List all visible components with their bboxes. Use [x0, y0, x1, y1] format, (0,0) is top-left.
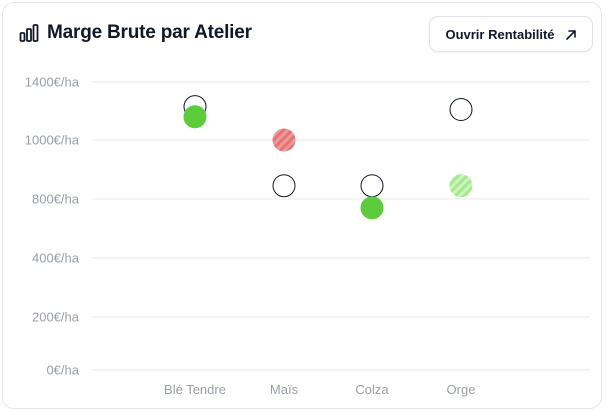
x-tick-label: Orge [447, 382, 476, 397]
outline-point [449, 98, 473, 122]
arrow-up-right-icon [565, 28, 577, 40]
chart-title: Marge Brute par Atelier [47, 22, 252, 43]
y-tick-label: 1400€/ha [25, 75, 80, 90]
chart-card: Marge Brute par Atelier Ouvrir Rentabili… [2, 2, 602, 409]
x-tick-label: Maïs [270, 382, 299, 397]
green-point [360, 196, 384, 220]
x-tick-label: Blé Tendre [164, 382, 226, 397]
green-point [183, 105, 207, 129]
hatched-green-point [449, 174, 473, 198]
open-rentabilite-button[interactable]: Ouvrir Rentabilité [429, 16, 593, 52]
points-layer [183, 95, 473, 220]
y-tick-label: 0€/ha [46, 363, 79, 378]
grid-layer [92, 81, 590, 371]
y-tick-label: 1000€/ha [25, 133, 80, 148]
outline-point [360, 174, 384, 198]
bar-chart-icon [19, 23, 39, 43]
outline-point [272, 174, 296, 198]
y-tick-label: 200€/ha [32, 310, 80, 325]
x-tick-label: Colza [355, 382, 389, 397]
chart-header: Marge Brute par Atelier [19, 22, 252, 44]
x-axis: Blé Tendre Maïs Colza Orge [164, 382, 475, 397]
hatched-red-point [272, 128, 296, 152]
y-axis: 1400€/ha 1000€/ha 800€/ha 400€/ha 200€/ha 0€/… [25, 75, 80, 378]
open-rentabilite-label: Ouvrir Rentabilité [445, 26, 555, 42]
y-tick-label: 400€/ha [32, 251, 80, 266]
y-tick-label: 800€/ha [32, 192, 80, 207]
